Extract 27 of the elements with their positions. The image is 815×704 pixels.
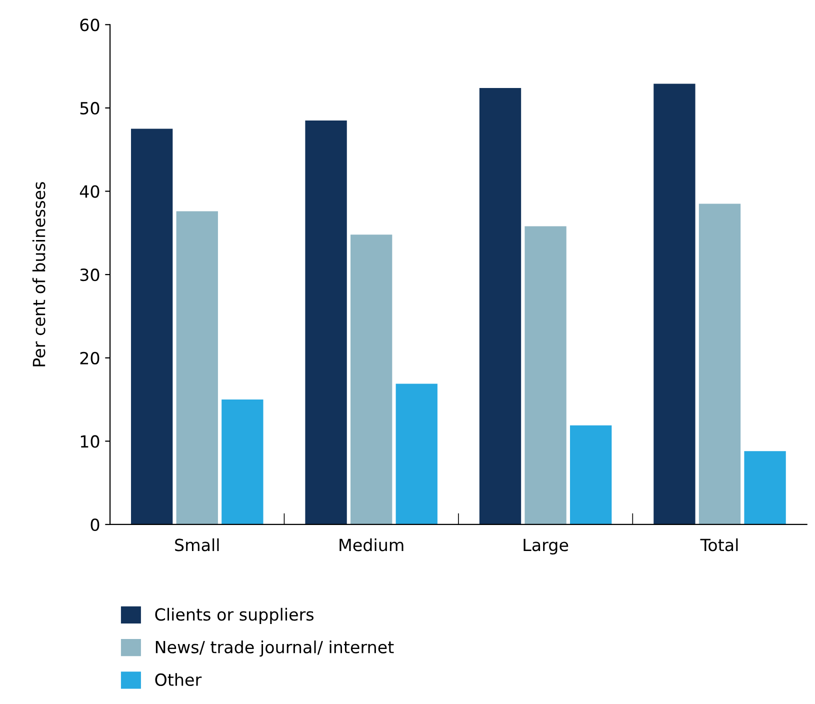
legend-label: Other (155, 673, 202, 686)
bar (654, 84, 696, 524)
legend-label: News/ trade journal/ internet (156, 640, 394, 657)
y-axis-title: Per cent of businesses (32, 182, 46, 366)
bar (131, 128, 173, 524)
bar (698, 204, 741, 524)
bar (479, 88, 522, 524)
bar (222, 400, 264, 524)
y-tick-label: 20 (80, 352, 100, 364)
bar (350, 234, 392, 524)
y-tick-label: 40 (80, 185, 100, 198)
x-tick-label: Medium (340, 538, 404, 552)
bar (305, 120, 347, 524)
y-tick-label: 50 (80, 102, 100, 115)
bar (396, 384, 438, 524)
bar (176, 211, 218, 524)
bar (524, 226, 566, 524)
y-tick-label: 60 (80, 18, 100, 32)
x-tick-label: Total (700, 538, 738, 552)
legend-label: Clients or suppliers (155, 608, 314, 624)
y-tick-label: 10 (80, 435, 100, 448)
bar (744, 451, 786, 524)
x-tick-label: Large (524, 538, 568, 554)
bar (570, 425, 612, 524)
x-tick-label: Small (175, 538, 219, 552)
y-tick-label: 0 (90, 518, 100, 532)
y-tick-label: 30 (80, 268, 100, 282)
